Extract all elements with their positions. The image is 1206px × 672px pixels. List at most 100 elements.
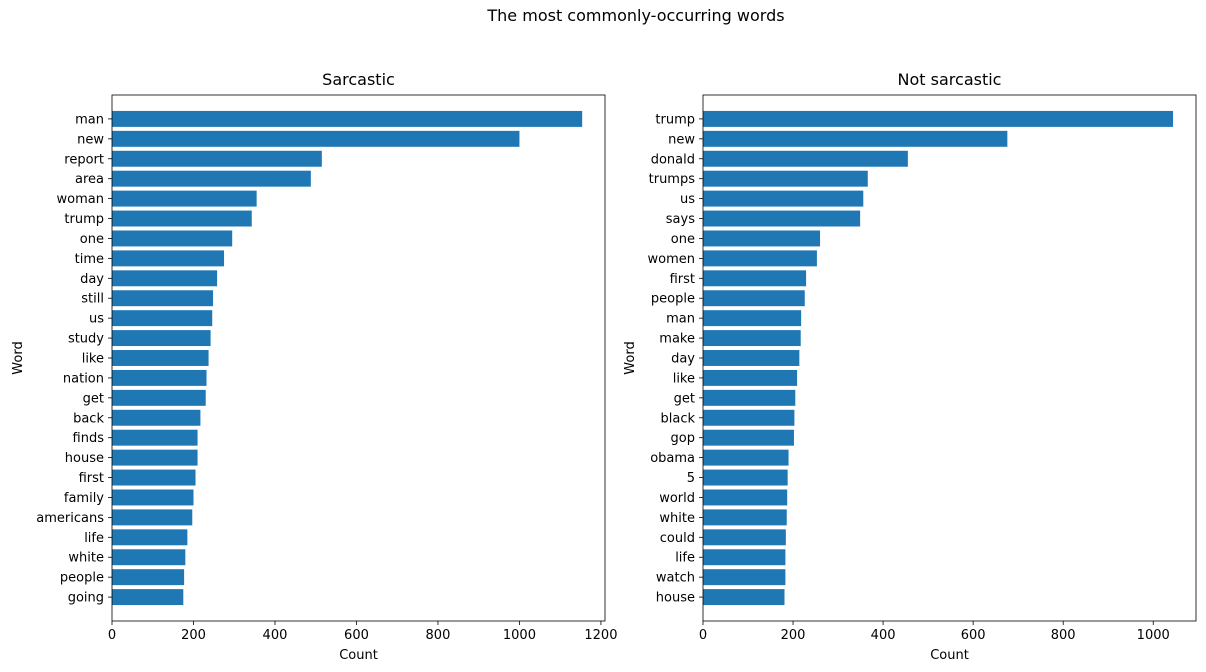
panel-0-ytick-label-family: family: [64, 491, 104, 506]
panel-0-ytick-label-time: time: [75, 252, 104, 267]
panel-1-ytick-label-day: day: [671, 352, 695, 367]
panel-0-ytick-label-like: like: [82, 352, 104, 367]
panel-0-bar-white: [112, 549, 186, 566]
panel-1-ytick-label-women: women: [648, 252, 696, 267]
panel-0-bar-life: [112, 529, 188, 546]
panel-1-ytick-label-donald: donald: [651, 152, 695, 167]
panel-1-bar-says: [703, 210, 861, 227]
panel-0-bar-going: [112, 589, 184, 606]
panel-0-bar-still: [112, 290, 214, 307]
panel-0-bar-one: [112, 230, 233, 247]
panel-0-bar-us: [112, 310, 213, 327]
panel-1-bar-get: [703, 389, 796, 406]
panel-0-ytick-label-get: get: [83, 391, 104, 406]
panel-0-ytick-label-people: people: [60, 571, 104, 586]
panel-1-ytick-label-gop: gop: [671, 431, 695, 446]
panel-0-ytick-label-trump: trump: [64, 212, 104, 227]
panel-1-ytick-label-5: 5: [687, 471, 695, 486]
panel-0-bar-day: [112, 270, 218, 287]
panel-0-bar-family: [112, 489, 194, 506]
panel-0-ytick-label-back: back: [73, 411, 104, 426]
panel-1-bar-black: [703, 409, 795, 426]
panel-0-frame: [111, 94, 606, 622]
panel-1-bar-us: [703, 190, 864, 207]
panel-1-ytick-label-white: white: [659, 511, 695, 526]
panel-1-ytick-label-obama: obama: [650, 451, 695, 466]
panel-1-bar-gop: [703, 429, 794, 446]
panel-0-ytick-label-us: us: [89, 312, 104, 327]
panel-0-xtick-label-400: 400: [263, 628, 288, 643]
panel-0-ytick-label-report: report: [64, 152, 104, 167]
panel-1-bar-like: [703, 369, 798, 386]
panel-1-ytick-label-says: says: [666, 212, 695, 227]
panel-0-ytick-label-going: going: [68, 591, 104, 606]
panel-1-bar-obama: [703, 449, 789, 466]
panel-1-bar-people: [703, 290, 805, 307]
panel-0-ytick-label-day: day: [80, 272, 104, 287]
panel-1-ytick-label-us: us: [680, 192, 695, 207]
panel-1-ytick-label-one: one: [671, 232, 695, 247]
panel-0-ytick-label-still: still: [81, 292, 104, 307]
panel-1-bar-day: [703, 350, 800, 366]
panel-1-bar-one: [703, 230, 821, 247]
panel-0-bar-get: [112, 389, 206, 406]
panel-1-ytick-label-first: first: [670, 272, 695, 287]
panel-0-bar-house: [112, 449, 198, 466]
panel-1-ytick-label-make: make: [659, 332, 695, 347]
panel-0-xtick-label-0: 0: [108, 628, 116, 643]
panel-0-xtick-label-600: 600: [344, 628, 369, 643]
panel-1-ytick-label-man: man: [666, 312, 695, 327]
panel-1-xtick-label-200: 200: [781, 628, 806, 643]
panel-0-ytick-label-nation: nation: [63, 371, 104, 386]
panel-1-ytick-label-life: life: [675, 551, 695, 566]
panel-0-bar-trump: [112, 210, 252, 227]
panel-0-bar-people: [112, 569, 185, 586]
panel-1-bar-make: [703, 330, 801, 347]
panel-1-bar-white: [703, 509, 787, 526]
panel-0-ytick-label-white: white: [68, 551, 104, 566]
panel-0-bar-americans: [112, 509, 193, 526]
panel-1-xtick-label-600: 600: [961, 628, 986, 643]
panel-1-ytick-label-trumps: trumps: [649, 172, 696, 187]
panel-1-ytick-label-like: like: [673, 371, 695, 386]
panel-0-ytick-label-americans: americans: [36, 511, 104, 526]
panel-1-bar-5: [703, 469, 788, 486]
panel-1-bar-new: [703, 130, 1008, 147]
panel-1-xlabel: Count: [930, 648, 969, 663]
panel-0-ylabel: Word: [11, 341, 26, 374]
panel-0-bar-woman: [112, 190, 257, 207]
panel-0-bar-study: [112, 330, 211, 347]
panel-0-bar-finds: [112, 429, 198, 446]
panel-1-ytick-label-watch: watch: [656, 571, 695, 586]
panel-0-ytick-label-new: new: [77, 132, 104, 147]
panel-0-xlabel: Count: [339, 648, 378, 663]
panel-0-bar-first: [112, 469, 196, 486]
panel-1-xtick-label-0: 0: [699, 628, 707, 643]
panel-0-ytick-label-finds: finds: [73, 431, 105, 446]
panel-0-bar-back: [112, 409, 201, 426]
panel-1-title: Not sarcastic: [898, 70, 1002, 89]
panel-0-ytick-label-first: first: [79, 471, 104, 486]
panel-0-ytick-label-woman: woman: [57, 192, 104, 207]
panel-1-bar-world: [703, 489, 788, 506]
panel-1-xtick-label-1000: 1000: [1137, 628, 1170, 643]
panel-0-bar-like: [112, 350, 209, 366]
panel-1-ytick-label-get: get: [674, 391, 695, 406]
panel-1-frame: [702, 94, 1197, 622]
panel-1-bar-women: [703, 250, 817, 267]
panel-0-ytick-label-life: life: [84, 531, 104, 546]
panel-0-bar-new: [112, 130, 520, 147]
panel-1-bar-watch: [703, 569, 786, 586]
panel-1-bar-donald: [703, 150, 908, 167]
panel-0-bar-nation: [112, 369, 207, 386]
panel-1-ytick-label-house: house: [656, 591, 695, 606]
panel-1-ytick-label-trump: trump: [655, 112, 695, 127]
panel-1-ytick-label-world: world: [659, 491, 695, 506]
panel-1-bar-could: [703, 529, 786, 546]
panel-0-xtick-label-1200: 1200: [584, 628, 617, 643]
figure-title: The most commonly-occurring words: [487, 6, 785, 25]
panel-0-xtick-label-800: 800: [426, 628, 451, 643]
panel-0-bar-report: [112, 150, 322, 167]
